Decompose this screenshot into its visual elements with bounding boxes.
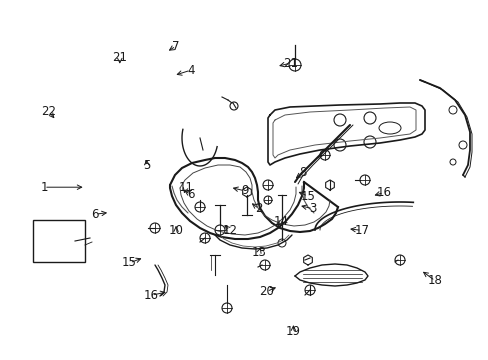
Text: 14: 14 — [273, 215, 288, 228]
Text: 15: 15 — [122, 256, 137, 269]
Text: 11: 11 — [178, 181, 193, 194]
Text: 21: 21 — [112, 51, 127, 64]
Text: 3: 3 — [308, 202, 316, 215]
Text: 16: 16 — [144, 289, 159, 302]
Text: 10: 10 — [168, 224, 183, 237]
Text: 15: 15 — [300, 190, 315, 203]
Text: 1: 1 — [40, 181, 48, 194]
Text: 6: 6 — [186, 188, 194, 201]
Text: 22: 22 — [41, 105, 56, 118]
Text: 18: 18 — [427, 274, 442, 287]
Text: 4: 4 — [186, 64, 194, 77]
Text: 7: 7 — [172, 40, 180, 53]
Text: 9: 9 — [240, 184, 248, 197]
Text: 17: 17 — [354, 224, 368, 237]
Text: 5: 5 — [142, 159, 150, 172]
Text: 16: 16 — [376, 186, 390, 199]
Text: 19: 19 — [285, 325, 300, 338]
Text: 21: 21 — [283, 57, 298, 69]
Text: 2: 2 — [255, 202, 263, 215]
Text: 13: 13 — [251, 246, 266, 258]
Text: 8: 8 — [299, 166, 306, 179]
Text: 6: 6 — [91, 208, 99, 221]
Text: 12: 12 — [222, 224, 237, 237]
Text: 20: 20 — [259, 285, 273, 298]
